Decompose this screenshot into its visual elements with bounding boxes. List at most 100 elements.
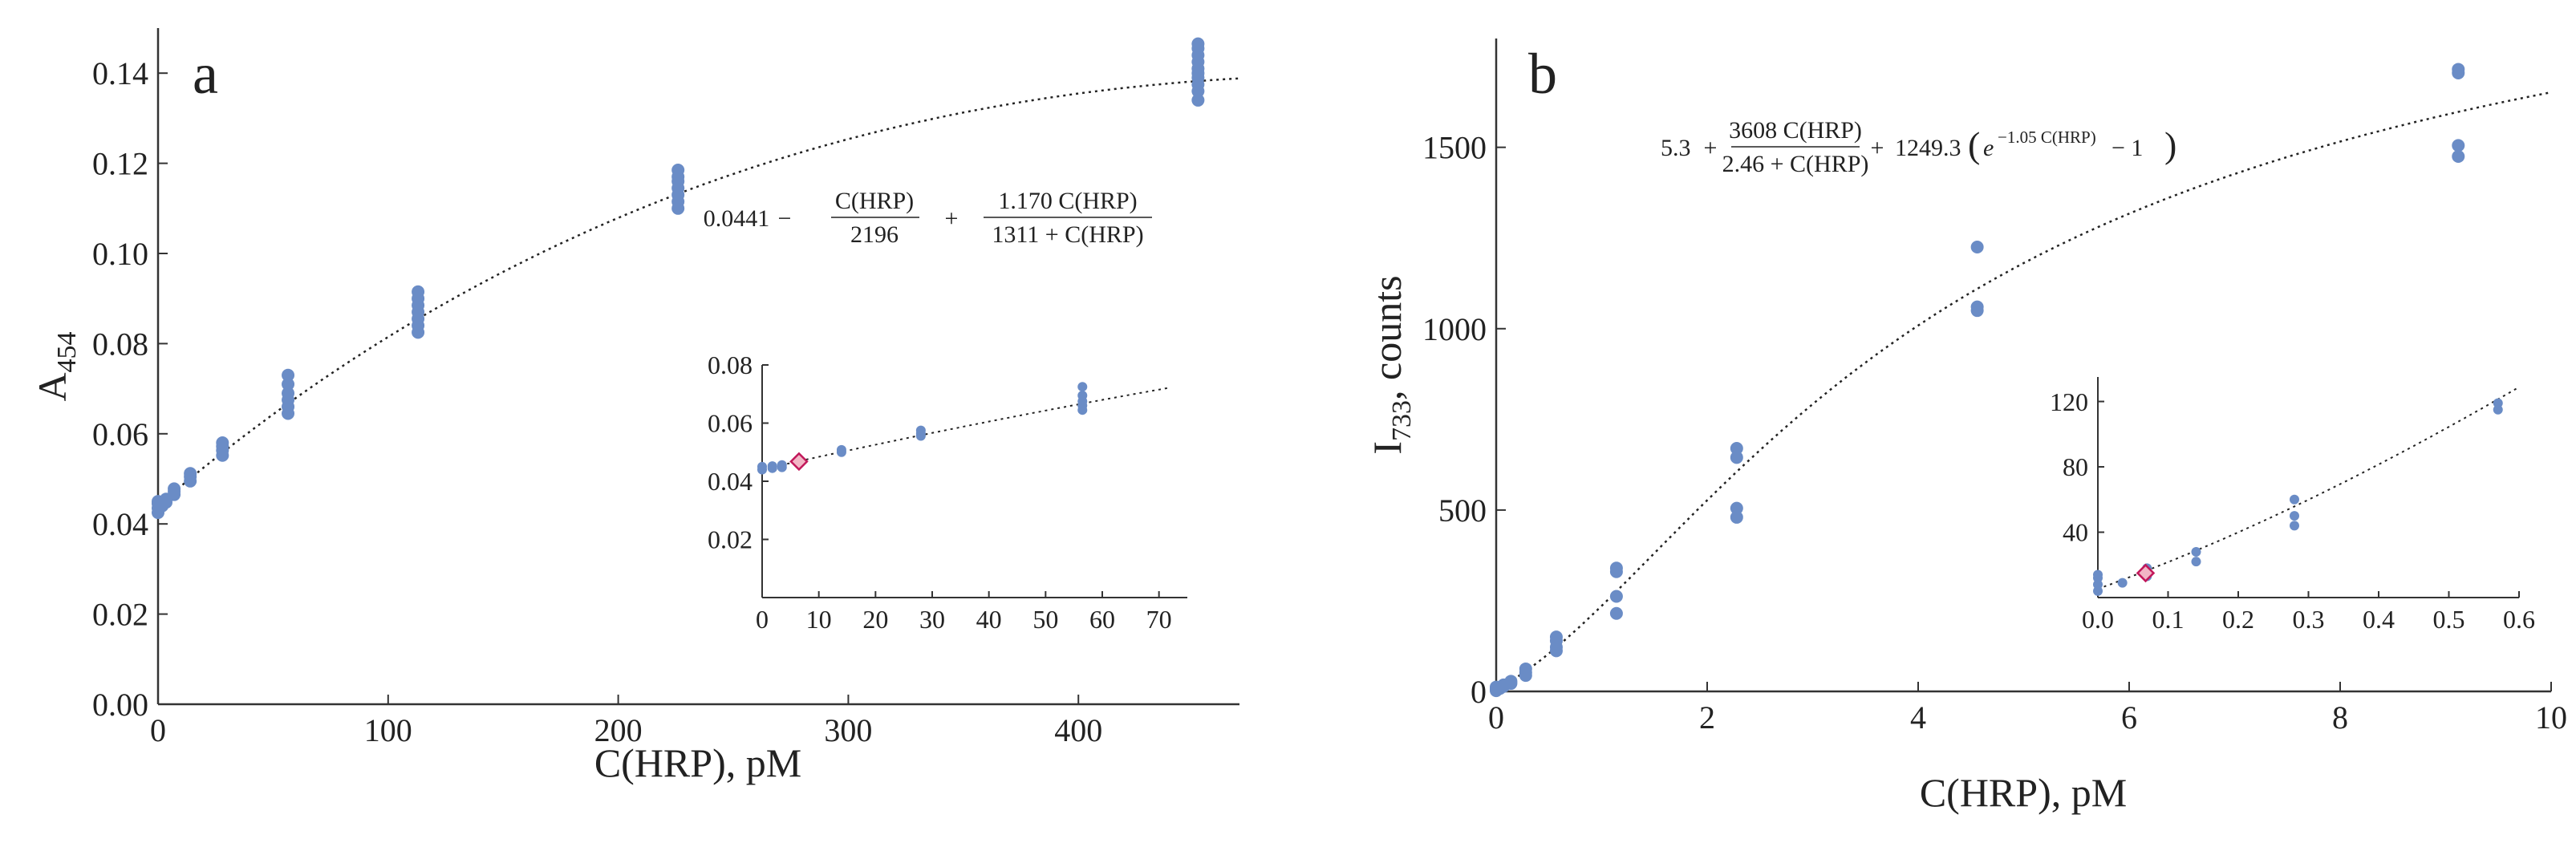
eq-b-minus-one: − 1 — [2112, 135, 2143, 161]
inset-data-point — [767, 461, 777, 472]
data-point — [1609, 561, 1623, 575]
panel-b-inset-points — [2093, 398, 2503, 596]
y-tick-label: 0.10 — [92, 236, 148, 272]
panel-b-label: b — [1528, 42, 1557, 106]
data-point — [282, 368, 295, 382]
data-point — [282, 387, 295, 400]
y-tick-label: 0.08 — [92, 326, 148, 362]
data-point — [1609, 590, 1623, 603]
panel-a-inset-x-ticks: 0 10 20 30 40 50 60 70 — [756, 591, 1172, 634]
data-point — [1191, 93, 1205, 107]
y-tick-label: 0 — [1471, 674, 1487, 710]
data-point — [1549, 630, 1563, 644]
panel-b-points — [1490, 63, 2465, 698]
eq-b-paren-close: ) — [2164, 124, 2176, 165]
y-tick-label: 0.02 — [708, 525, 753, 554]
panel-a-axes — [156, 28, 1239, 706]
eq-a-f2-num: 1.170 C(HRP) — [998, 188, 1137, 214]
data-point — [168, 482, 181, 496]
y-tick-label: 0.08 — [708, 351, 753, 379]
data-point — [1730, 501, 1743, 515]
inset-data-point — [2290, 494, 2299, 505]
inset-data-point — [915, 425, 926, 436]
eq-a-f1-num: C(HRP) — [835, 188, 914, 214]
data-point — [2452, 139, 2465, 152]
x-tick-label: 0 — [756, 605, 769, 634]
y-tick-label: 0.06 — [708, 409, 753, 438]
y-tick-label: 80 — [2063, 452, 2088, 481]
x-tick-label: 40 — [976, 605, 1002, 634]
panel-a-inset: 0 10 20 30 40 50 60 70 0.02 0.04 0.06 0.08 — [708, 351, 1187, 634]
x-tick-label: 0.1 — [2152, 605, 2185, 634]
data-point — [2452, 63, 2465, 76]
x-tick-label: 50 — [1032, 605, 1058, 634]
eq-b-mult: 1249.3 — [1895, 135, 1961, 161]
x-tick-label: 20 — [862, 605, 888, 634]
y-tick-label: 0.06 — [92, 416, 148, 452]
x-tick-label: 0 — [1488, 699, 1504, 736]
eq-b-plus2: + — [1871, 135, 1884, 161]
panel-a-inset-fit-curve — [761, 387, 1170, 471]
x-tick-label: 0.0 — [2082, 605, 2114, 634]
eq-a-plus: + — [945, 205, 959, 232]
y-tick-label: 0.04 — [708, 467, 753, 496]
y-tick-label: 40 — [2063, 518, 2088, 547]
panel-b-inset: 0.0 0.1 0.2 0.3 0.4 0.5 0.6 40 80 120 — [2050, 377, 2535, 634]
x-tick-label: 0 — [150, 712, 166, 748]
data-point — [671, 164, 685, 177]
eq-b-const: 5.3 — [1661, 135, 1691, 161]
panel-b-y-label: I733, counts — [1365, 275, 1417, 454]
panel-a-inset-y-ticks: 0.02 0.04 0.06 0.08 — [708, 351, 769, 554]
panel-b-y-ticks: 0 500 1000 1500 — [1422, 130, 1506, 710]
x-tick-label: 10 — [2535, 699, 2567, 736]
panel-b-x-label: C(HRP), pM — [1920, 770, 2127, 815]
y-tick-label: 0.02 — [92, 597, 148, 633]
panel-a-points — [152, 37, 1205, 520]
data-point — [1970, 241, 1984, 254]
x-tick-label: 8 — [2332, 699, 2348, 736]
eq-b-f1-den: 2.46 + C(HRP) — [1722, 151, 1869, 177]
x-tick-label: 200 — [594, 712, 643, 748]
data-point — [1730, 451, 1743, 464]
y-tick-label: 120 — [2050, 387, 2088, 416]
panel-b-x-ticks: 0 2 4 6 8 10 — [1488, 682, 2567, 736]
eq-b-plus: + — [1704, 135, 1718, 161]
x-tick-label: 2 — [1699, 699, 1715, 736]
panel-b-inset-x-ticks: 0.0 0.1 0.2 0.3 0.4 0.5 0.6 — [2082, 591, 2535, 634]
panel-b-inset-y-ticks: 40 80 120 — [2050, 387, 2104, 547]
panel-a-x-ticks: 0 100 200 300 400 — [150, 695, 1102, 748]
panel-b-equation: 5.3 + 3608 C(HRP) 2.46 + C(HRP) + 1249.3… — [1661, 117, 2176, 177]
eq-b-f1-num: 3608 C(HRP) — [1729, 117, 1862, 144]
panel-a-label: a — [193, 42, 218, 106]
inset-data-point — [777, 460, 787, 470]
inset-data-point — [2290, 521, 2299, 531]
data-point — [1730, 442, 1743, 456]
data-point — [2452, 149, 2465, 163]
panel-a: a 0 100 200 300 400 0.000.020.040.060.080.10… — [30, 28, 1240, 785]
data-point — [412, 285, 425, 298]
x-tick-label: 0.3 — [2293, 605, 2325, 634]
eq-a-const: 0.0441 — [704, 205, 770, 232]
data-point — [1970, 300, 1984, 314]
eq-a-minus: − — [778, 205, 792, 232]
inset-data-point — [2117, 578, 2128, 588]
x-tick-label: 30 — [919, 605, 945, 634]
data-point — [1519, 662, 1532, 675]
y-tick-label: 1000 — [1422, 311, 1487, 347]
inset-data-point — [836, 444, 846, 455]
data-point — [1504, 675, 1518, 688]
data-point — [216, 436, 229, 450]
data-point — [282, 377, 295, 391]
panel-a-fit-curve — [157, 77, 1240, 507]
inset-data-point — [2493, 398, 2503, 408]
inset-data-point — [2290, 511, 2299, 521]
y-tick-label: 500 — [1438, 492, 1487, 529]
x-tick-label: 0.4 — [2363, 605, 2395, 634]
x-tick-label: 300 — [824, 712, 872, 748]
lod-marker — [2136, 563, 2156, 583]
y-tick-label: 1500 — [1422, 130, 1487, 166]
inset-data-point — [757, 461, 767, 472]
panel-a-inset-points — [757, 382, 1088, 475]
eq-b-e: e — [1983, 135, 1994, 161]
x-tick-label: 6 — [2121, 699, 2137, 736]
